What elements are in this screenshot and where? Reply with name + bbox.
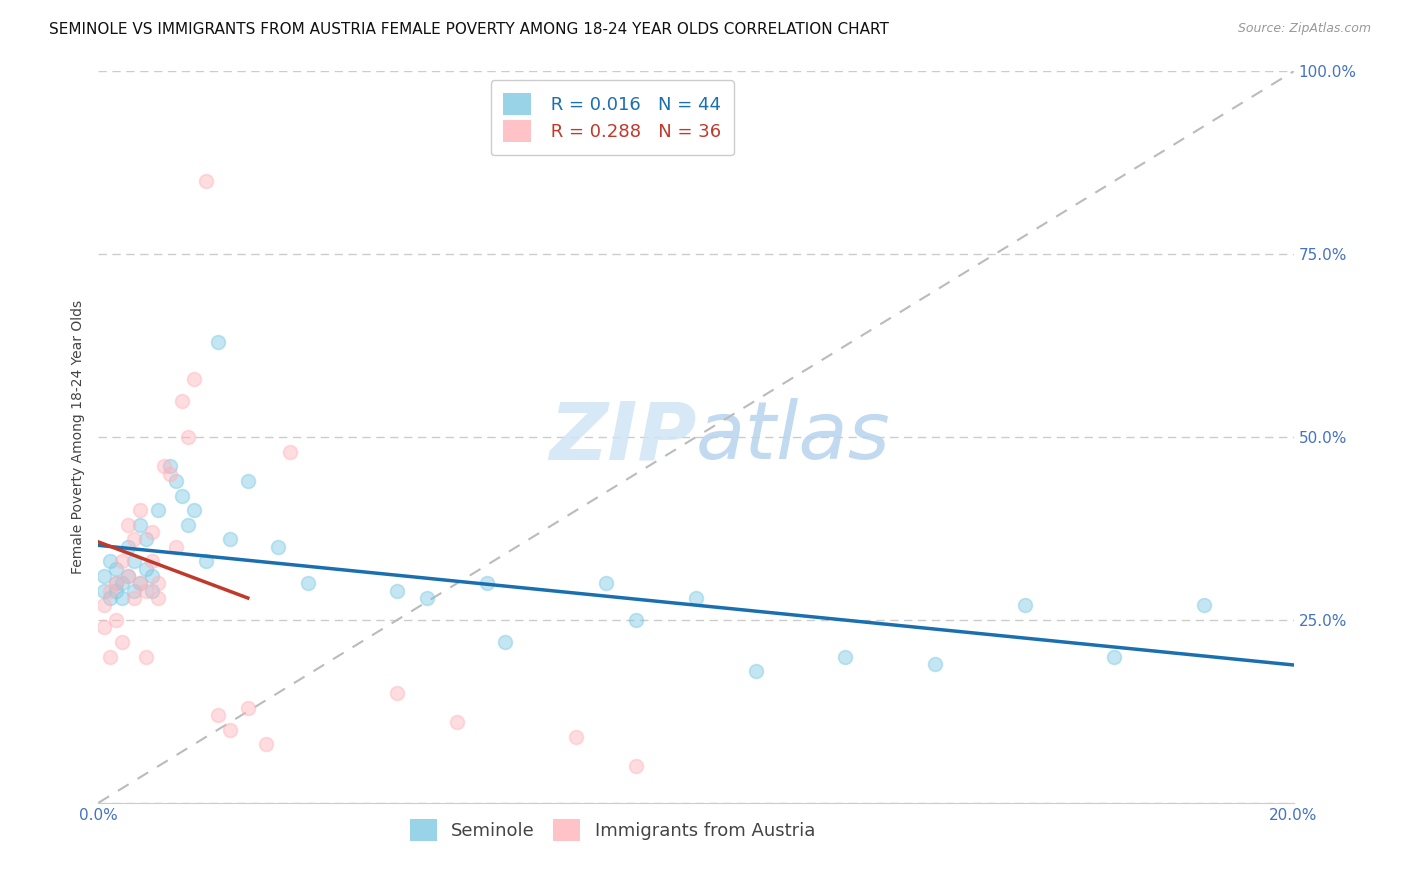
Point xyxy=(626,759,648,773)
Point xyxy=(148,576,170,591)
Point xyxy=(267,540,290,554)
Text: atlas: atlas xyxy=(696,398,891,476)
Point xyxy=(124,583,146,598)
Point xyxy=(195,554,218,568)
Point xyxy=(1014,599,1036,613)
Point xyxy=(135,562,157,576)
Point xyxy=(924,657,946,671)
Text: Source: ZipAtlas.com: Source: ZipAtlas.com xyxy=(1237,22,1371,36)
Point xyxy=(385,686,409,700)
Point xyxy=(124,591,146,605)
Point xyxy=(135,583,157,598)
Point xyxy=(141,525,163,540)
Point xyxy=(172,489,194,503)
Point xyxy=(93,599,115,613)
Point xyxy=(416,591,439,605)
Point xyxy=(475,576,498,591)
Point xyxy=(236,474,259,488)
Point xyxy=(207,334,229,349)
Point xyxy=(93,620,115,634)
Point xyxy=(111,554,134,568)
Point xyxy=(685,591,707,605)
Point xyxy=(117,569,139,583)
Point xyxy=(98,583,122,598)
Point xyxy=(105,576,128,591)
Legend: Seminole, Immigrants from Austria: Seminole, Immigrants from Austria xyxy=(402,812,823,848)
Point xyxy=(135,533,157,547)
Point xyxy=(111,591,134,605)
Point xyxy=(93,569,115,583)
Point xyxy=(105,576,128,591)
Point xyxy=(141,569,163,583)
Point xyxy=(105,562,128,576)
Point xyxy=(148,503,170,517)
Point xyxy=(129,517,152,532)
Point xyxy=(595,576,617,591)
Point xyxy=(834,649,856,664)
Point xyxy=(565,730,588,744)
Point xyxy=(183,371,205,385)
Point xyxy=(183,503,205,517)
Point xyxy=(165,540,187,554)
Point xyxy=(98,554,122,568)
Point xyxy=(165,474,187,488)
Point xyxy=(111,576,134,591)
Point xyxy=(105,583,128,598)
Point xyxy=(129,576,152,591)
Point xyxy=(153,459,176,474)
Point xyxy=(141,554,163,568)
Point xyxy=(297,576,319,591)
Point xyxy=(236,700,259,714)
Point xyxy=(117,569,139,583)
Point xyxy=(159,467,181,481)
Point xyxy=(1104,649,1126,664)
Point xyxy=(141,583,163,598)
Point xyxy=(494,635,516,649)
Point xyxy=(124,554,146,568)
Point xyxy=(219,533,242,547)
Point xyxy=(177,430,200,444)
Point xyxy=(626,613,648,627)
Point xyxy=(135,649,157,664)
Point xyxy=(98,591,122,605)
Text: ZIP: ZIP xyxy=(548,398,696,476)
Point xyxy=(446,715,468,730)
Y-axis label: Female Poverty Among 18-24 Year Olds: Female Poverty Among 18-24 Year Olds xyxy=(72,300,86,574)
Point xyxy=(124,533,146,547)
Point xyxy=(195,174,218,188)
Point xyxy=(1192,599,1215,613)
Point xyxy=(745,664,768,678)
Point xyxy=(207,708,229,723)
Point xyxy=(129,503,152,517)
Point xyxy=(177,517,200,532)
Text: SEMINOLE VS IMMIGRANTS FROM AUSTRIA FEMALE POVERTY AMONG 18-24 YEAR OLDS CORRELA: SEMINOLE VS IMMIGRANTS FROM AUSTRIA FEMA… xyxy=(49,22,889,37)
Point xyxy=(148,591,170,605)
Point xyxy=(93,583,115,598)
Point xyxy=(278,444,301,458)
Point xyxy=(219,723,242,737)
Point xyxy=(254,737,277,751)
Point xyxy=(159,459,181,474)
Point xyxy=(117,540,139,554)
Point xyxy=(111,635,134,649)
Point xyxy=(117,517,139,532)
Point xyxy=(105,613,128,627)
Point xyxy=(129,576,152,591)
Point xyxy=(98,649,122,664)
Point xyxy=(385,583,409,598)
Point xyxy=(172,393,194,408)
